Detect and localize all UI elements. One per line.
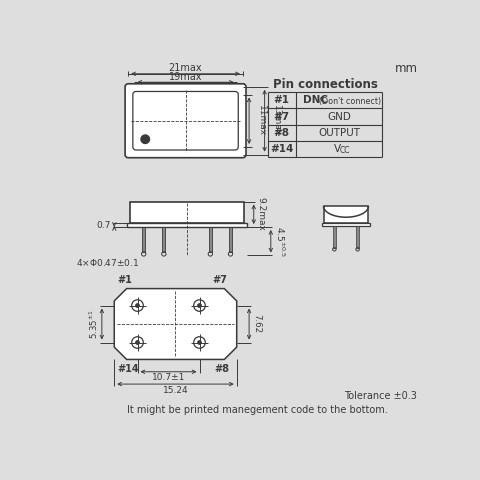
- Text: 13max: 13max: [272, 105, 281, 136]
- Text: #7: #7: [274, 111, 290, 121]
- Text: 10.7±1: 10.7±1: [152, 373, 185, 383]
- Text: V: V: [334, 144, 341, 154]
- Bar: [324, 206, 369, 223]
- Text: 15.24: 15.24: [163, 386, 188, 395]
- Circle shape: [198, 304, 201, 307]
- Text: 4.5$^{\pm0.5}$: 4.5$^{\pm0.5}$: [274, 226, 286, 257]
- Text: OUTPUT: OUTPUT: [318, 128, 360, 138]
- Text: #8: #8: [274, 128, 289, 138]
- Text: #14: #14: [117, 364, 139, 373]
- Bar: [209, 227, 212, 252]
- Text: (Don't connect): (Don't connect): [319, 96, 381, 106]
- Bar: [163, 227, 165, 252]
- Text: It might be printed manegement code to the bottom.: It might be printed manegement code to t…: [127, 405, 388, 415]
- Bar: [130, 202, 244, 223]
- Text: 7.62: 7.62: [252, 314, 261, 334]
- Bar: [143, 227, 145, 252]
- Text: CC: CC: [340, 146, 350, 155]
- Polygon shape: [114, 288, 237, 360]
- Text: #14: #14: [270, 144, 293, 154]
- Text: 21max: 21max: [169, 63, 203, 73]
- Text: 5.35$^{\pm1}$: 5.35$^{\pm1}$: [87, 309, 99, 339]
- Text: 11max: 11max: [257, 105, 266, 136]
- Circle shape: [198, 341, 201, 344]
- Text: Pin connections: Pin connections: [273, 78, 377, 91]
- Bar: [127, 223, 247, 227]
- Text: GND: GND: [327, 111, 351, 121]
- Text: 0.7: 0.7: [96, 221, 110, 229]
- Text: #8: #8: [214, 364, 229, 373]
- Text: 4×$\Phi$0.47±0.1: 4×$\Phi$0.47±0.1: [75, 257, 139, 268]
- Text: #1: #1: [274, 96, 289, 105]
- FancyBboxPatch shape: [125, 84, 246, 158]
- Text: Tolerance ±0.3: Tolerance ±0.3: [344, 391, 417, 401]
- Text: 9.2max: 9.2max: [257, 197, 266, 231]
- Circle shape: [136, 341, 139, 344]
- Bar: [322, 223, 370, 226]
- Circle shape: [141, 135, 149, 144]
- Bar: [128, 87, 243, 155]
- Circle shape: [136, 304, 139, 307]
- Text: 19max: 19max: [169, 72, 202, 82]
- Text: mm: mm: [395, 62, 418, 75]
- Bar: [333, 226, 336, 248]
- Text: #1: #1: [117, 275, 132, 285]
- Bar: [229, 227, 232, 252]
- Bar: [357, 226, 359, 248]
- Text: #7: #7: [213, 275, 228, 285]
- Text: DNC: DNC: [303, 96, 328, 105]
